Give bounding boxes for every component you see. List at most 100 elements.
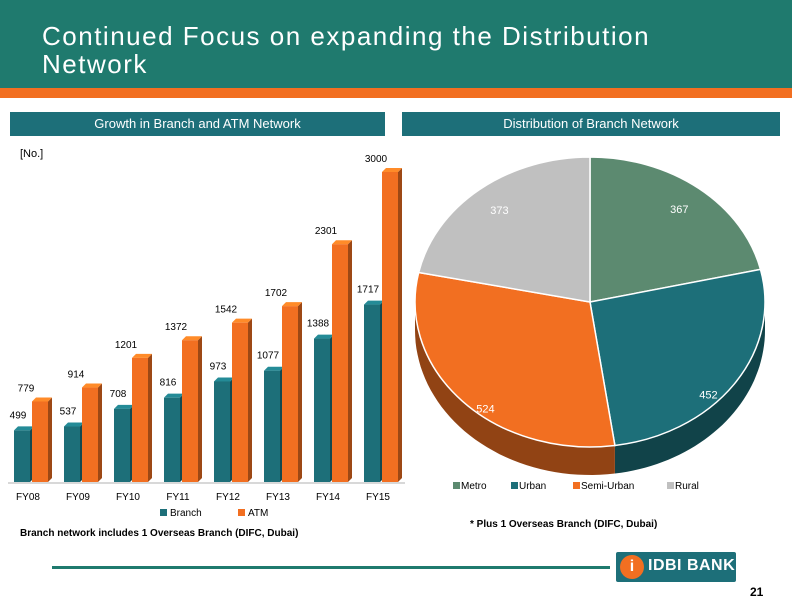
bar-branch [164, 397, 180, 482]
x-tick-label: FY15 [366, 492, 390, 503]
bar-side-atm [398, 168, 402, 482]
bar-value-label: 1372 [165, 322, 188, 333]
bar-branch [14, 430, 30, 482]
unit-label: [No.] [20, 148, 44, 160]
bar-top-branch [114, 404, 134, 409]
pie-slice-semi-urban [414, 271, 616, 448]
bar-atm [282, 306, 298, 482]
x-tick-label: FY09 [66, 492, 90, 503]
bar-atm [132, 357, 148, 482]
bar-value-label: 914 [68, 370, 85, 381]
bar-side-atm [48, 397, 52, 482]
bar-top-branch [364, 300, 384, 305]
legend-label-urban: Urban [519, 481, 546, 492]
pie-slice-metro [589, 156, 762, 303]
page-title: Continued Focus on expanding the Distrib… [42, 21, 651, 79]
bar-top-branch [314, 334, 334, 339]
bar-side-atm [198, 336, 202, 482]
legend-swatch-semi-urban [573, 482, 580, 489]
bar-side-atm [98, 383, 102, 482]
bar-value-label: 1702 [265, 288, 288, 299]
bar-chart: 499 779 FY08 537 914 FY09 708 1201 FY10 816 1372 FY… [8, 154, 405, 519]
bar-top-atm [132, 353, 152, 358]
bar-top-atm [382, 168, 402, 172]
bar-atm [182, 340, 198, 482]
bar-top-atm [32, 397, 52, 402]
bar-value-label: 3000 [365, 154, 388, 165]
bar-top-branch [14, 426, 34, 431]
bar-branch [114, 408, 130, 482]
bar-branch [364, 304, 380, 482]
bar-value-label: 816 [160, 378, 177, 389]
bar-branch [314, 338, 330, 482]
x-tick-label: FY14 [316, 492, 340, 503]
bar-top-atm [232, 318, 252, 323]
bar-value-label: 779 [18, 384, 35, 395]
legend-swatch-atm [238, 509, 245, 516]
bar-value-label: 973 [210, 361, 227, 372]
bar-side-atm [248, 318, 252, 482]
pie-chart-footnote: * Plus 1 Overseas Branch (DIFC, Dubai) [470, 519, 658, 530]
legend-swatch-metro [453, 482, 460, 489]
bar-branch [264, 370, 280, 482]
pie-value-label: 367 [670, 204, 688, 216]
pie-value-label: 452 [699, 389, 717, 401]
logo-text: IDBI BANK [648, 557, 736, 574]
bar-top-branch [214, 377, 234, 382]
x-tick-label: FY10 [116, 492, 140, 503]
legend-label-branch: Branch [170, 508, 202, 519]
distribution-section-title: Distribution of Branch Network [402, 112, 780, 136]
bar-side-atm [348, 240, 352, 482]
bar-value-label: 499 [10, 410, 27, 421]
bar-branch [64, 426, 80, 482]
accent-rule [0, 88, 792, 98]
legend-label-atm: ATM [248, 508, 268, 519]
bar-value-label: 1542 [215, 305, 238, 316]
bar-top-atm [182, 336, 202, 341]
pie-chart: 367 452 524 373 Metro Urban Semi-Urban Rural [414, 156, 766, 492]
pie-side-urban [614, 302, 765, 474]
bar-top-atm [282, 302, 302, 307]
bar-top-atm [332, 240, 352, 245]
bar-atm [232, 322, 248, 482]
bar-chart-footnote: Branch network includes 1 Overseas Branc… [20, 528, 299, 539]
footer-rule [52, 566, 610, 569]
bar-side-atm [148, 353, 152, 482]
bar-side-atm [298, 302, 302, 482]
pie-slice-urban [589, 268, 766, 447]
bar-atm [332, 244, 348, 482]
bar-atm [382, 172, 398, 482]
bar-atm [82, 387, 98, 482]
header-band [0, 0, 792, 88]
legend-swatch-rural [667, 482, 674, 489]
pie-value-label: 373 [490, 205, 508, 217]
bar-value-label: 1201 [115, 340, 138, 351]
bar-value-label: 708 [110, 389, 127, 400]
legend-label-semi-urban: Semi-Urban [581, 481, 634, 492]
bar-branch [214, 381, 230, 482]
x-tick-label: FY12 [216, 492, 240, 503]
growth-section-title: Growth in Branch and ATM Network [10, 112, 385, 136]
x-tick-label: FY11 [166, 492, 190, 503]
bar-value-label: 2301 [315, 226, 338, 237]
bank-logo: i IDBI BANK [616, 552, 736, 582]
bar-top-atm [82, 383, 102, 388]
pie-side-semi-urban [415, 302, 615, 475]
pie-value-label: 524 [476, 404, 494, 416]
page-number: 21 [750, 585, 764, 599]
bar-value-label: 1077 [257, 351, 280, 362]
bar-value-label: 537 [60, 407, 77, 418]
legend-label-rural: Rural [675, 481, 699, 492]
legend-swatch-branch [160, 509, 167, 516]
bar-top-branch [164, 393, 184, 398]
x-tick-label: FY13 [266, 492, 290, 503]
bar-top-branch [64, 422, 84, 427]
bar-top-branch [264, 366, 284, 371]
pie-slice-rural [417, 156, 591, 303]
bar-atm [32, 401, 48, 482]
legend-label-metro: Metro [461, 481, 487, 492]
bar-value-label: 1717 [357, 285, 380, 296]
logo-icon: i [620, 555, 644, 579]
bar-value-label: 1388 [307, 319, 330, 330]
x-tick-label: FY08 [16, 492, 40, 503]
